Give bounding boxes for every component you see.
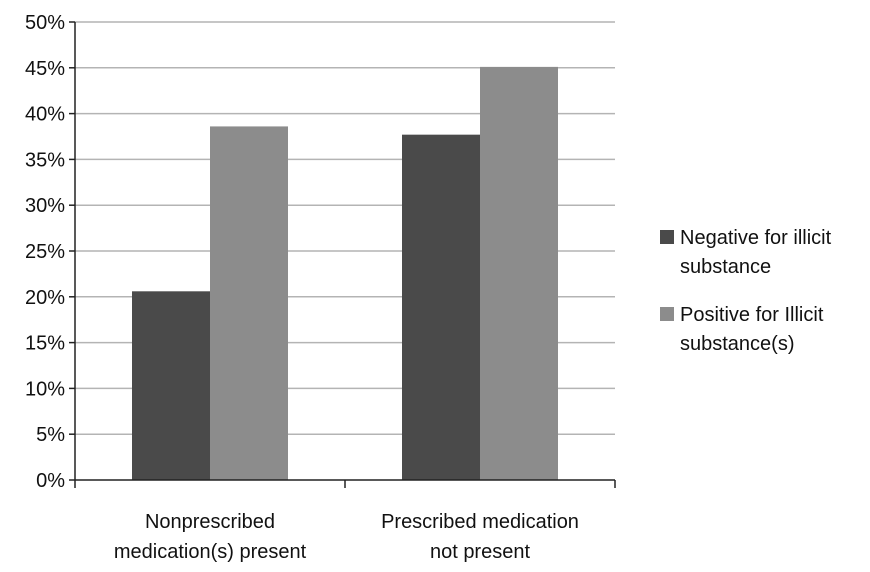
y-tick-label: 20% (25, 287, 65, 309)
y-tick-label: 40% (25, 104, 65, 126)
y-tick-label: 10% (25, 378, 65, 400)
x-category-label: Nonprescribed (145, 511, 275, 533)
legend-swatch (660, 230, 674, 244)
legend-label: substance (680, 256, 771, 278)
legend-label: substance(s) (680, 333, 795, 355)
y-tick-label: 30% (25, 195, 65, 217)
x-category-labels: Nonprescribed medication(s) present Prescr… (114, 511, 579, 563)
y-tick-label: 25% (25, 241, 65, 263)
y-tick-labels: 0% 5% 10% 15% 20% 25% 30% 35% 40% 45% 50% (25, 12, 65, 492)
axes (69, 21, 616, 488)
bar (132, 291, 210, 480)
legend-swatch (660, 307, 674, 321)
bar (480, 66, 558, 480)
legend-label: Negative for illicit (680, 227, 832, 249)
bars (132, 66, 558, 480)
y-tick-label: 45% (25, 58, 65, 80)
x-category-label: medication(s) present (114, 541, 307, 563)
x-category-label: Prescribed medication (381, 511, 579, 533)
bar (402, 134, 480, 480)
y-tick-label: 15% (25, 333, 65, 355)
legend-label: Positive for Illicit (680, 304, 824, 326)
y-tick-label: 0% (36, 470, 65, 492)
y-tick-label: 50% (25, 12, 65, 34)
y-tick-label: 35% (25, 149, 65, 171)
legend: Negative for illicit substance Positive fo… (660, 227, 832, 355)
y-tick-label: 5% (36, 424, 65, 446)
x-category-label: not present (430, 541, 531, 563)
bar (210, 126, 288, 480)
